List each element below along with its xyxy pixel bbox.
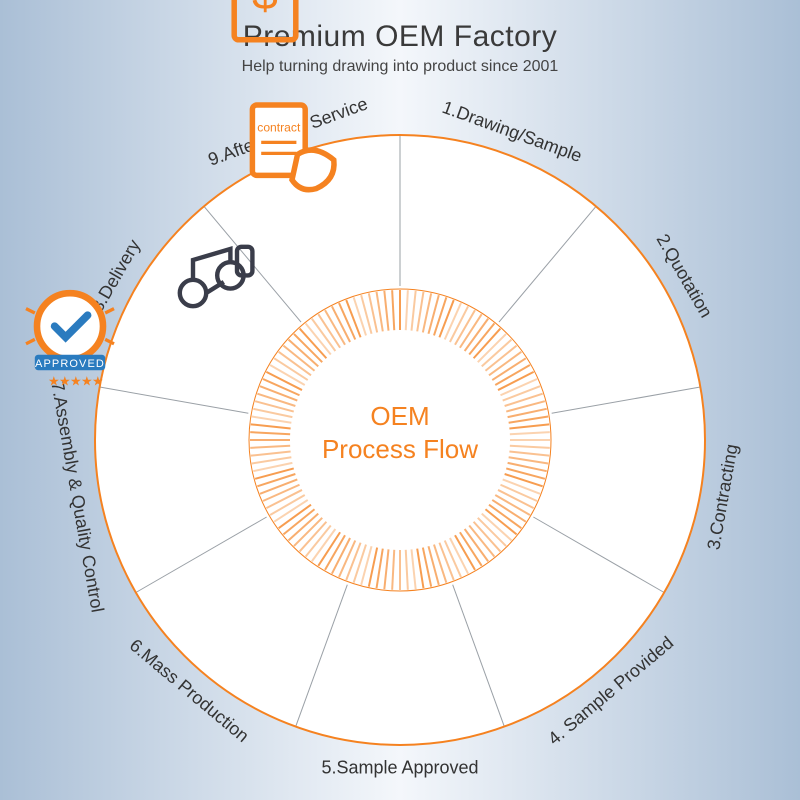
production-icon [200,557,310,667]
center-label: OEM Process Flow [310,400,490,465]
svg-text:$: $ [252,0,278,19]
qc-icon [123,424,233,534]
svg-text:APPROVED: APPROVED [35,358,105,370]
center-line2: Process Flow [310,433,490,466]
segment-label-5: 5.Sample Approved [321,758,478,779]
quotation-icon: $ [540,273,650,383]
svg-text:contract: contract [257,120,301,134]
center-line1: OEM [310,400,490,433]
sample-icon [490,557,600,667]
approved-icon: APPROVED ★★★★★ [345,610,455,720]
header: Premium OEM Factory Help turning drawing… [0,20,800,76]
drawing-icon [422,174,532,284]
page-title: Premium OEM Factory [0,20,800,54]
delivery-icon [150,273,260,383]
service-icon [268,174,378,284]
contract-icon: contract [567,424,677,534]
svg-text:★: ★ [92,374,104,389]
page-subtitle: Help turning drawing into product since … [0,58,800,76]
